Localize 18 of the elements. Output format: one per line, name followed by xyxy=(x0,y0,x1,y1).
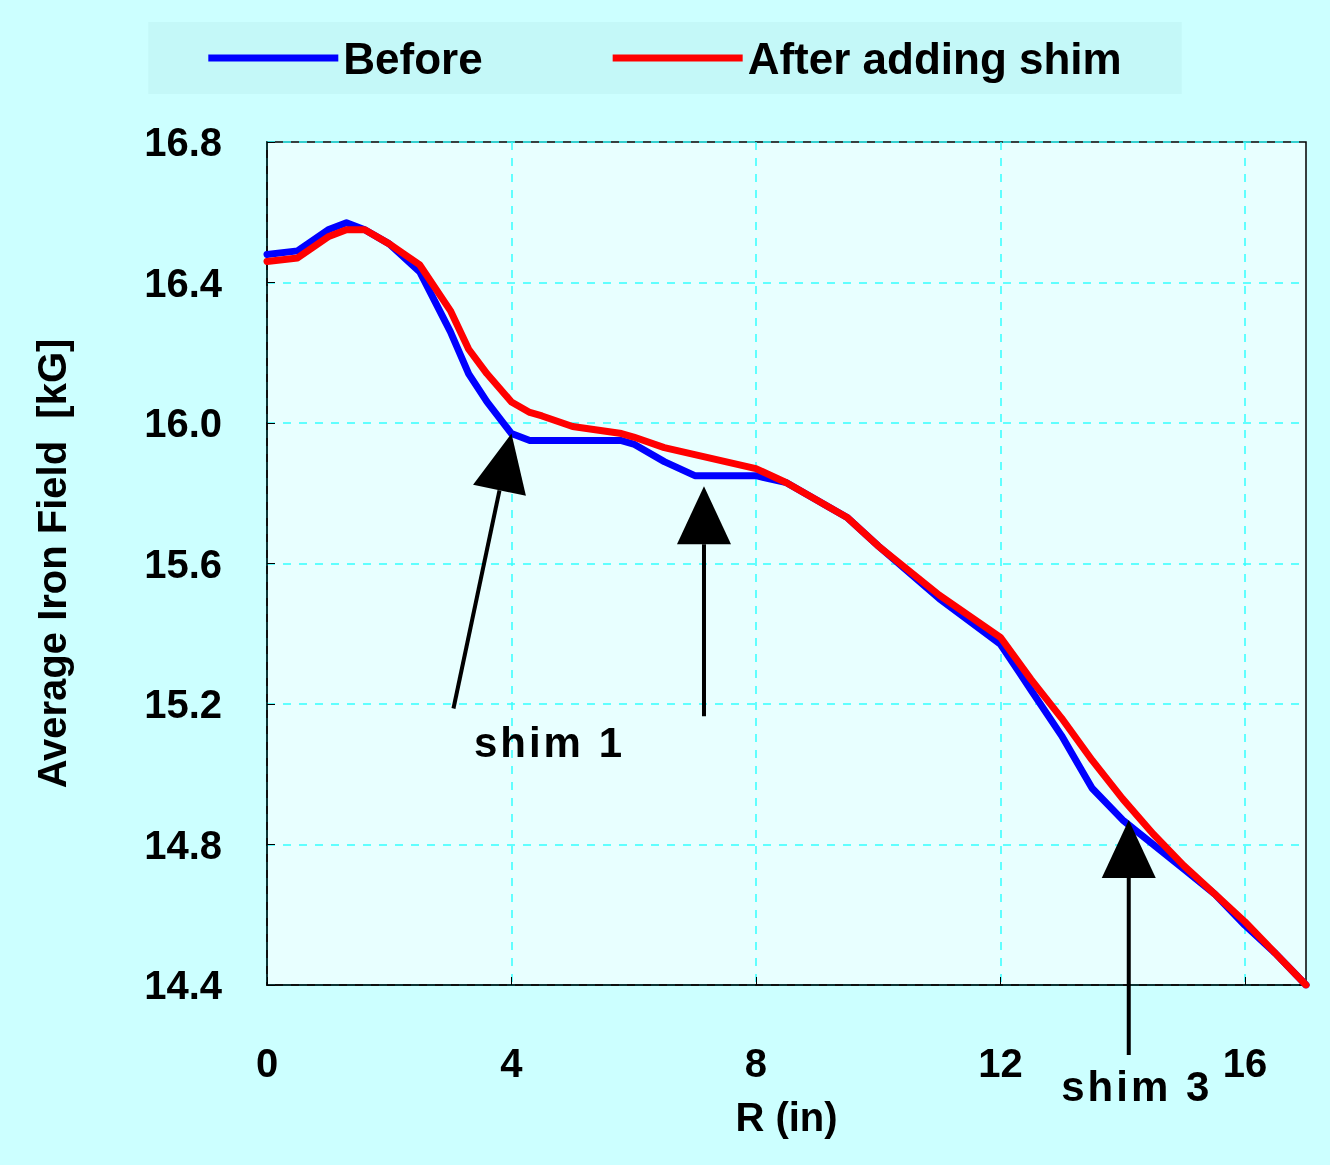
x-tick-label: 12 xyxy=(978,1041,1023,1085)
text: shim 3 xyxy=(1061,1063,1213,1111)
y-tick-label: 16.8 xyxy=(144,120,222,164)
legend-label: After adding shim xyxy=(747,33,1122,83)
legend-label: Before xyxy=(343,33,483,83)
y-tick-label: 15.6 xyxy=(144,541,222,586)
x-axis-title: R (in) xyxy=(735,1095,838,1139)
x-tick-label: 0 xyxy=(255,1041,279,1085)
annotation: shim 1 xyxy=(473,718,625,766)
x-tick-label: 8 xyxy=(744,1041,768,1085)
x-tick-label: 16 xyxy=(1222,1041,1268,1085)
x-tick-label: 4 xyxy=(500,1041,524,1085)
y-tick-label: 14.4 xyxy=(144,963,223,1007)
y-tick-label: 16.4 xyxy=(144,260,223,305)
y-tick-label: 15.2 xyxy=(144,682,222,726)
y-tick-label: 14.8 xyxy=(144,822,222,867)
y-axis-title: Average Iron Field [kG] xyxy=(30,338,74,789)
y-tick-label: 16.0 xyxy=(144,401,222,445)
